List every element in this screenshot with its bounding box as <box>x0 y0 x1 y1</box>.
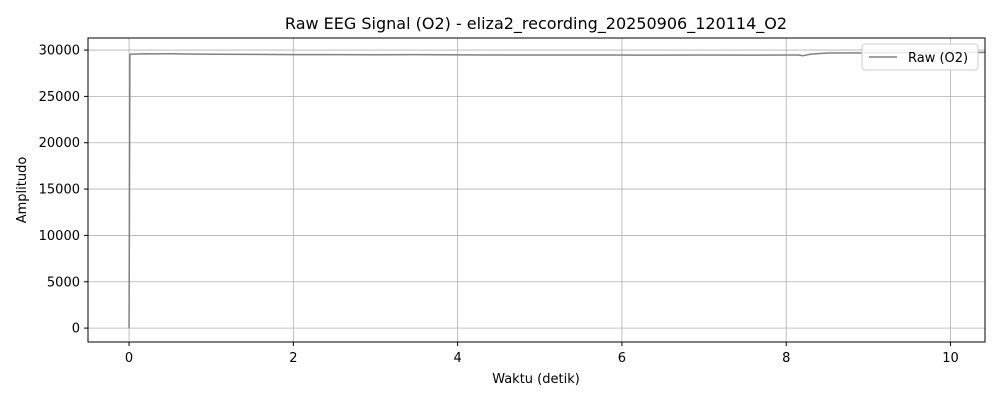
x-tick-label: 8 <box>782 351 790 366</box>
y-tick-label: 30000 <box>39 44 80 59</box>
legend-box <box>861 43 979 71</box>
y-tick-label: 25000 <box>39 90 80 105</box>
y-tick-label: 20000 <box>39 136 80 151</box>
y-tick-label: 0 <box>72 322 80 337</box>
x-tick-label: 10 <box>942 351 959 366</box>
x-axis-label: Waktu (detik) <box>492 372 580 387</box>
y-tick-label: 10000 <box>39 229 80 244</box>
plot-frame <box>87 37 986 343</box>
x-tick-label: 4 <box>454 351 462 366</box>
series-line-raw-o2 <box>128 51 986 329</box>
x-tick-label: 0 <box>125 351 133 366</box>
y-axis-label: Amplitudo <box>15 157 30 224</box>
y-tick-label: 15000 <box>39 183 80 198</box>
y-axis-ticks: 0 5000 10000 15000 20000 25000 30000 <box>39 44 88 337</box>
legend-entry-raw-o2: Raw (O2) <box>908 51 968 66</box>
series-layer <box>128 51 986 329</box>
x-axis-ticks: 0 2 4 6 8 10 <box>125 342 959 366</box>
grid <box>88 38 985 342</box>
chart-title: Raw EEG Signal (O2) - eliza2_recording_2… <box>285 14 787 34</box>
x-tick-label: 6 <box>618 351 626 366</box>
y-tick-label: 5000 <box>47 275 80 290</box>
legend: Raw (O2) <box>861 43 979 71</box>
x-tick-label: 2 <box>289 351 297 366</box>
